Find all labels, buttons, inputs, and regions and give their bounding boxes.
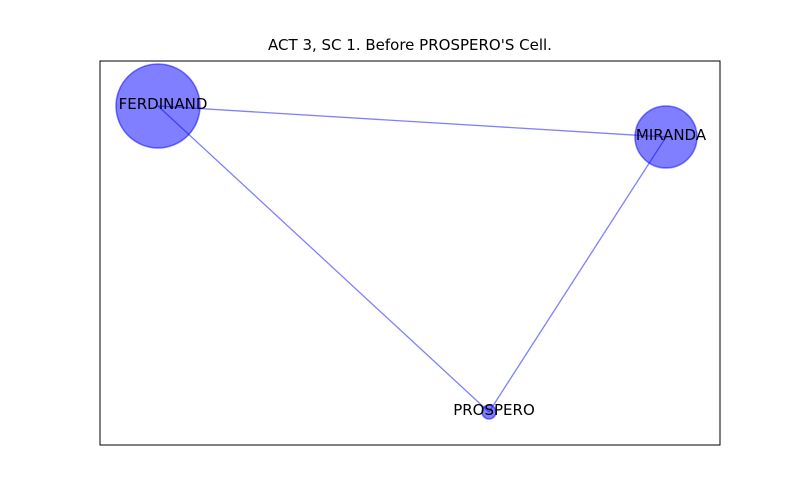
nodes-layer <box>115 63 698 420</box>
labels-layer: FERDINAND MIRANDA PROSPERO <box>119 95 707 419</box>
edge-ferdinand-miranda <box>157 105 667 138</box>
node-miranda <box>634 105 698 169</box>
plot-frame <box>99 60 721 446</box>
node-label-miranda: MIRANDA <box>636 126 707 144</box>
node-label-ferdinand: FERDINAND <box>119 95 208 113</box>
node-label-prospero: PROSPERO <box>453 401 535 419</box>
node-ferdinand <box>115 63 201 149</box>
edge-ferdinand-prospero <box>157 105 490 413</box>
node-prospero <box>481 404 497 420</box>
edges-layer <box>157 105 667 413</box>
edge-miranda-prospero <box>488 136 667 413</box>
figure-title: ACT 3, SC 1. Before PROSPERO'S Cell. <box>268 36 552 54</box>
